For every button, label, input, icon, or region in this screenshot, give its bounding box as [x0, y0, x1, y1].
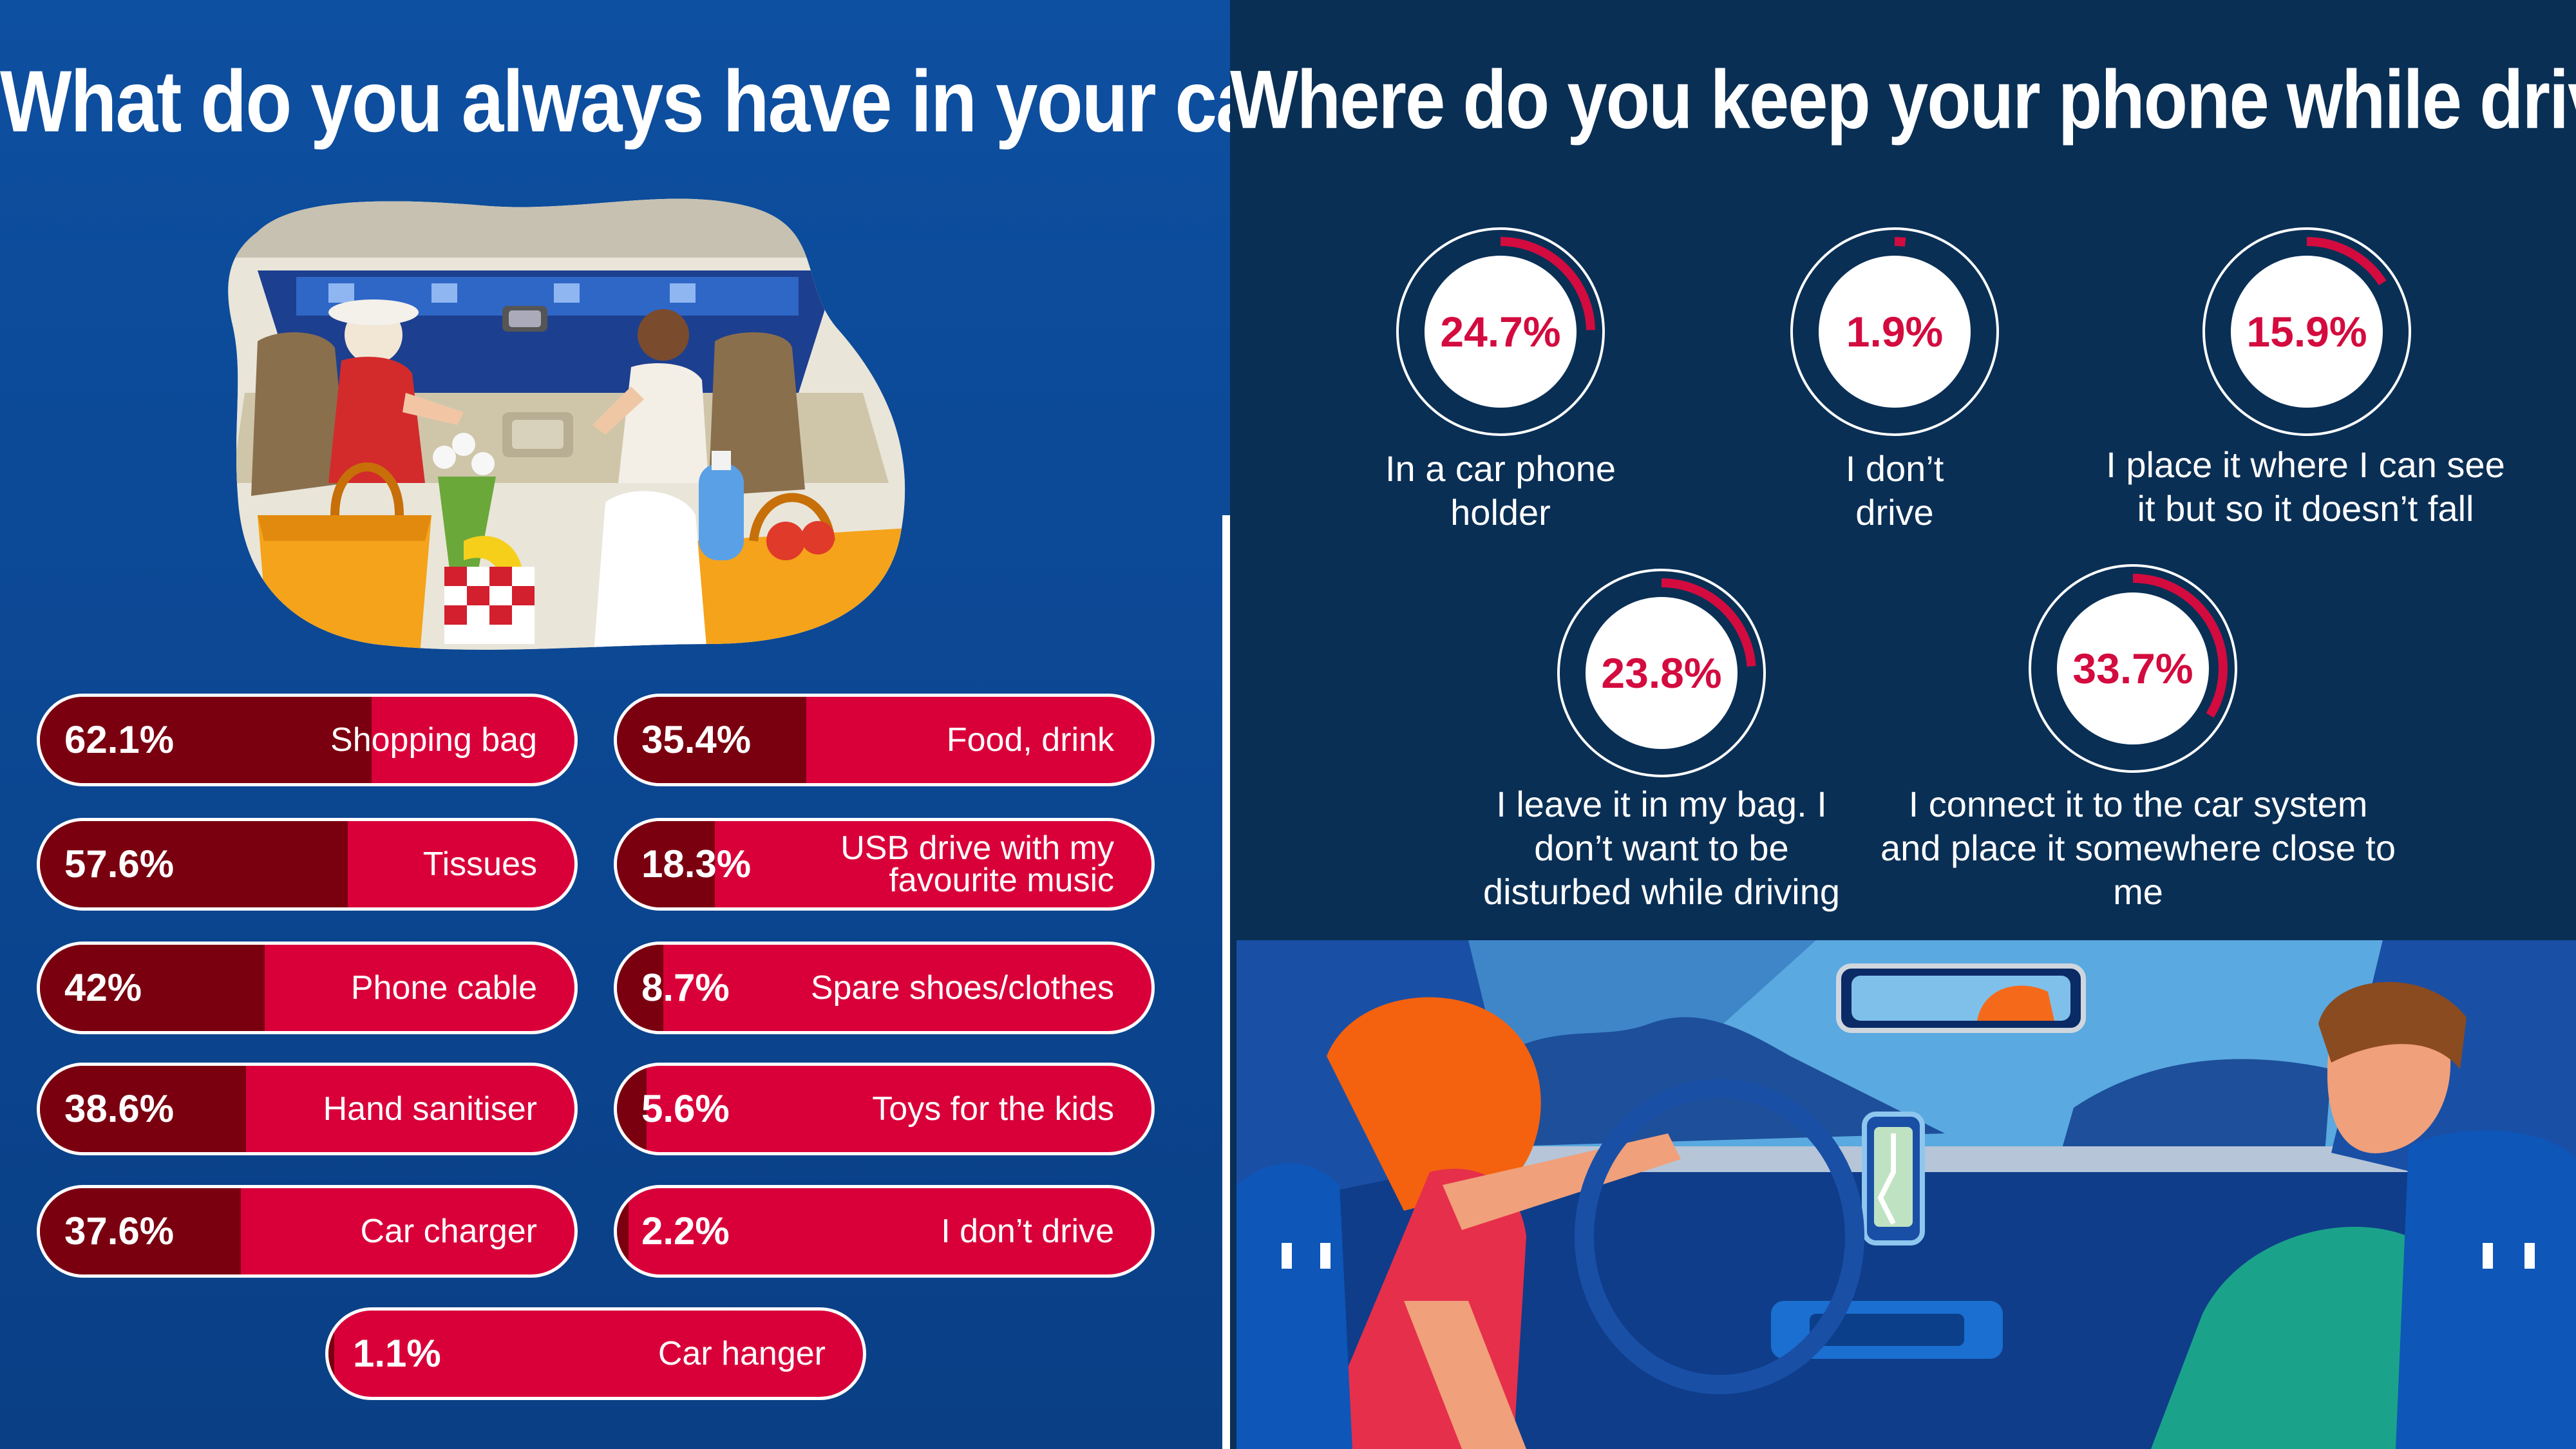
- donut-car-phone-holder: 24.7%: [1391, 222, 1610, 441]
- donut-value: 23.8%: [1601, 649, 1722, 697]
- bar-fill: [617, 945, 664, 1031]
- bar-i-dont-drive: 2.2% I don’t drive: [614, 1185, 1155, 1278]
- donut-car-system: 33.7%: [2023, 559, 2242, 778]
- bar-hand-sanitiser: 38.6% Hand sanitiser: [37, 1063, 578, 1155]
- bar-value: 35.4%: [641, 718, 752, 761]
- right-panel: Where do you keep your phone while drivi…: [1230, 0, 2576, 1449]
- bar-value: 37.6%: [64, 1209, 175, 1253]
- bar-label: Toys for the kids: [872, 1090, 1114, 1128]
- donut-inner-disc: [1586, 597, 1738, 749]
- bar-fill: [617, 1066, 647, 1152]
- bar-toys-for-kids: 5.6% Toys for the kids: [614, 1063, 1155, 1155]
- bar-usb-drive: 18.3% USB drive with my favourite music: [614, 818, 1155, 911]
- donut-arc: [2212, 237, 2401, 426]
- left-title: What do you always have in your car?: [0, 53, 1230, 151]
- donut-label: I leave it in my bag. I don’t want to be…: [1482, 784, 1841, 912]
- bar-label: Car hanger: [658, 1335, 826, 1372]
- bar-fill: [40, 1066, 247, 1152]
- donut-arc: [1406, 237, 1595, 426]
- bar-label: Food, drink: [946, 721, 1114, 759]
- donut-label: I don’t drive: [1845, 448, 1944, 533]
- bar-label: USB drive with my favourite music: [840, 829, 1114, 899]
- donut-inner-disc: [2057, 592, 2209, 744]
- bar-label: Phone cable: [350, 969, 537, 1007]
- bar-fill: [617, 697, 806, 783]
- bar-fill: [40, 1188, 242, 1274]
- bar-fill: [40, 821, 348, 907]
- bar-value: 57.6%: [64, 842, 175, 886]
- donut-in-my-bag: 23.8%: [1552, 564, 1771, 782]
- bar-label: Tissues: [422, 846, 537, 883]
- bar-food-drink: 35.4% Food, drink: [614, 694, 1155, 786]
- bar-label: I don’t drive: [941, 1213, 1114, 1250]
- bar-phone-cable: 42% Phone cable: [37, 942, 578, 1034]
- right-title: Where do you keep your phone while drivi…: [1230, 53, 2576, 146]
- donut-label: I place it where I can see it but so it …: [2106, 444, 2505, 529]
- bar-value: 2.2%: [641, 1209, 730, 1253]
- bar-value: 18.3%: [641, 842, 752, 886]
- donut-arc: [1800, 237, 1989, 426]
- donut-inner-disc: [2231, 256, 2383, 408]
- donut-outer-ring: [1396, 227, 1605, 436]
- donut-value: 24.7%: [1440, 308, 1561, 355]
- donut-label: I connect it to the car system and place…: [1880, 784, 2396, 912]
- bar-car-charger: 37.6% Car charger: [37, 1185, 578, 1278]
- donut-ring: [1557, 569, 1766, 777]
- bar-tissues: 57.6% Tissues: [37, 818, 578, 911]
- bar-label: Shopping bag: [330, 721, 537, 759]
- car-interior-illustration: [228, 198, 905, 650]
- donut-outer-ring: [2029, 564, 2237, 773]
- donut-ring: [1396, 227, 1605, 436]
- donut-inner-disc: [1819, 256, 1971, 408]
- bar-label: Hand sanitiser: [323, 1090, 537, 1128]
- donut-arc: [2038, 574, 2228, 763]
- bar-label: Spare shoes/clothes: [810, 969, 1114, 1007]
- donut-ring: [2029, 564, 2237, 773]
- bar-fill: [617, 821, 715, 907]
- bar-value: 42%: [64, 966, 142, 1009]
- divider: [1222, 515, 1231, 1449]
- donut-i-dont-drive: 1.9%: [1785, 222, 2004, 441]
- donut-value: 15.9%: [2246, 308, 2367, 355]
- bar-value: 8.7%: [641, 966, 730, 1009]
- donut-inner-disc: [1425, 256, 1577, 408]
- donut-see-it: 15.9%: [2197, 222, 2416, 441]
- bar-car-hanger: 1.1% Car hanger: [325, 1307, 866, 1400]
- donut-ring: [1790, 227, 1999, 436]
- bar-value: 5.6%: [641, 1087, 730, 1130]
- donut-outer-ring: [1790, 227, 1999, 436]
- left-panel: What do you always have in your car?: [0, 0, 1230, 1449]
- bar-value: 62.1%: [64, 718, 175, 761]
- bar-fill: [617, 1188, 629, 1274]
- donut-value: 33.7%: [2072, 645, 2193, 692]
- bar-fill: [40, 945, 265, 1031]
- donut-ring: [2202, 227, 2411, 436]
- driving-illustration: [1236, 940, 2576, 1449]
- donut-label: In a car phone holder: [1385, 448, 1616, 533]
- donut-arc: [1567, 578, 1756, 768]
- bar-label: Car charger: [360, 1213, 537, 1250]
- bar-shopping-bag: 62.1% Shopping bag: [37, 694, 578, 786]
- bar-fill: [40, 697, 372, 783]
- bar-fill: [328, 1311, 335, 1397]
- donut-value: 1.9%: [1846, 308, 1944, 355]
- bar-value: 38.6%: [64, 1087, 175, 1130]
- bar-value: 1.1%: [353, 1332, 441, 1375]
- donut-outer-ring: [2202, 227, 2411, 436]
- donut-outer-ring: [1557, 569, 1766, 777]
- bar-spare-shoes-clothes: 8.7% Spare shoes/clothes: [614, 942, 1155, 1034]
